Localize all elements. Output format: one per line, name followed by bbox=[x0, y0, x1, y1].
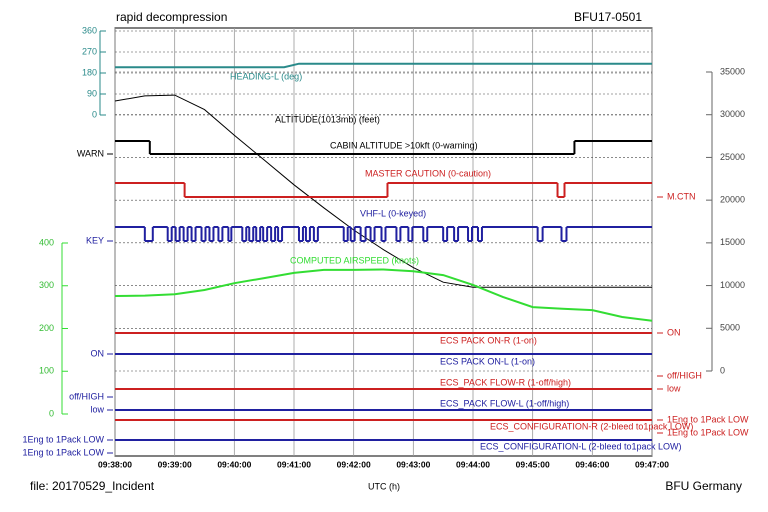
y2-tick-label: 15000 bbox=[720, 237, 745, 247]
x-tick-label: 09:41:00 bbox=[277, 459, 311, 469]
y-tick-label: 270 bbox=[82, 46, 97, 56]
state-label: ON bbox=[91, 348, 105, 358]
x-tick-label: 09:47:00 bbox=[635, 459, 669, 469]
file-label: file: 20170529_Incident bbox=[30, 479, 155, 493]
series-line bbox=[114, 94, 652, 288]
x-tick-label: 09:42:00 bbox=[337, 459, 371, 469]
y3-tick-label: 400 bbox=[39, 237, 54, 247]
series-label: ECS_PACK FLOW-L (1-off/high) bbox=[440, 398, 569, 408]
y3-tick-label: 0 bbox=[49, 408, 54, 418]
x-tick-label: 09:46:00 bbox=[575, 459, 609, 469]
series-label: ECS PACK ON-R (1-on) bbox=[440, 335, 537, 345]
state-label: M.CTN bbox=[667, 191, 696, 201]
state-label: low bbox=[667, 383, 681, 393]
y-tick-label: 90 bbox=[87, 88, 97, 98]
y3-tick-label: 300 bbox=[39, 280, 54, 290]
x-tick-label: 09:40:00 bbox=[217, 459, 251, 469]
x-axis-label: UTC (h) bbox=[368, 481, 400, 491]
series-label: VHF-L (0-keyed) bbox=[360, 208, 426, 218]
chart-title: rapid decompression bbox=[116, 10, 227, 24]
x-tick-label: 09:39:00 bbox=[158, 459, 192, 469]
source: BFU Germany bbox=[665, 479, 742, 493]
state-label: ON bbox=[667, 327, 681, 337]
series-label: ALTITUDE(1013mb) (feet) bbox=[275, 114, 380, 124]
series-label: MASTER CAUTION (0-caution) bbox=[365, 168, 491, 178]
series-line bbox=[115, 62, 652, 69]
series-line bbox=[114, 268, 653, 322]
y2-tick-label: 30000 bbox=[720, 109, 745, 119]
y-tick-label: 360 bbox=[82, 25, 97, 35]
series-label: ECS_PACK FLOW-R (1-off/high) bbox=[440, 377, 571, 387]
series-label: ECS_CONFIGURATION-L (2-bleed to1pack LOW… bbox=[480, 441, 682, 451]
x-tick-label: 09:38:00 bbox=[98, 459, 132, 469]
state-label: 1Eng to 1Pack LOW bbox=[22, 447, 104, 457]
series-label: ECS_CONFIGURATION-R (2-bleed to1pack LOW… bbox=[490, 421, 693, 431]
y-tick-label: 0 bbox=[92, 109, 97, 119]
state-label: 1Eng to 1Pack LOW bbox=[22, 434, 104, 444]
y3-tick-label: 200 bbox=[39, 323, 54, 333]
y2-tick-label: 35000 bbox=[720, 66, 745, 76]
y2-tick-label: 20000 bbox=[720, 195, 745, 205]
state-label: WARN bbox=[77, 148, 104, 158]
y2-tick-label: 25000 bbox=[720, 152, 745, 162]
series-label: CABIN ALTITUDE >10kft (0-warning) bbox=[330, 140, 478, 150]
chart-subtitle: BFU17-0501 bbox=[574, 10, 642, 24]
state-label: low bbox=[90, 404, 104, 414]
y2-tick-label: 0 bbox=[720, 365, 725, 375]
state-label: off/HIGH bbox=[667, 370, 702, 380]
state-label: off/HIGH bbox=[69, 391, 104, 401]
series-label: HEADING-L (deg) bbox=[230, 71, 302, 81]
series-label: COMPUTED AIRSPEED (knots) bbox=[290, 255, 419, 265]
y2-tick-label: 5000 bbox=[720, 323, 740, 333]
state-label: 1Eng to 1Pack LOW bbox=[667, 414, 749, 424]
state-label: KEY bbox=[86, 235, 104, 245]
state-label: 1Eng to 1Pack LOW bbox=[667, 427, 749, 437]
x-tick-label: 09:43:00 bbox=[396, 459, 430, 469]
y-tick-label: 180 bbox=[82, 67, 97, 77]
x-tick-label: 09:45:00 bbox=[516, 459, 550, 469]
x-tick-label: 09:44:00 bbox=[456, 459, 490, 469]
y2-tick-label: 10000 bbox=[720, 280, 745, 290]
y3-tick-label: 100 bbox=[39, 366, 54, 376]
series-label: ECS PACK ON-L (1-on) bbox=[440, 356, 535, 366]
